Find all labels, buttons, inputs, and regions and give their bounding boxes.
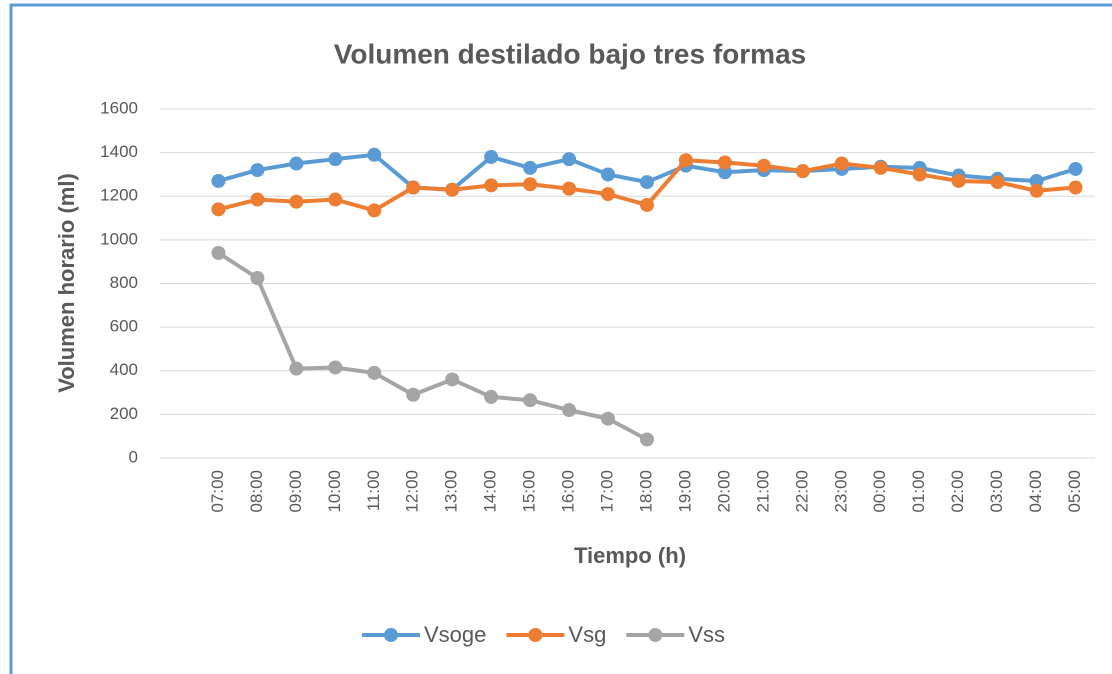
- y-tick-label: 200: [110, 404, 138, 423]
- data-point: [717, 165, 732, 180]
- data-point: [523, 393, 538, 408]
- data-point: [211, 202, 226, 217]
- data-point: [328, 192, 343, 207]
- data-point: [639, 432, 654, 447]
- data-point: [678, 153, 693, 168]
- data-point: [639, 175, 654, 190]
- x-tick-label: 17:00: [598, 470, 617, 513]
- data-point: [367, 147, 382, 162]
- data-point: [756, 158, 771, 173]
- data-point: [1029, 183, 1044, 198]
- data-point: [250, 271, 265, 286]
- data-point: [445, 182, 460, 197]
- x-tick-label: 11:00: [364, 470, 383, 511]
- data-point: [289, 194, 304, 209]
- x-tick-label: 03:00: [987, 470, 1006, 513]
- data-point: [250, 192, 265, 207]
- y-tick-label: 0: [129, 447, 138, 466]
- legend-marker: [648, 628, 663, 642]
- data-point: [562, 403, 577, 418]
- x-tick-label: 22:00: [792, 470, 811, 513]
- data-point: [367, 365, 382, 380]
- data-point: [601, 167, 616, 182]
- x-tick-label: 16:00: [559, 470, 578, 513]
- data-point: [795, 164, 810, 179]
- x-tick-label: 20:00: [714, 470, 733, 513]
- y-tick-label: 800: [110, 273, 138, 292]
- data-point: [211, 245, 226, 260]
- x-tick-label: 09:00: [286, 470, 305, 513]
- y-tick-label: 600: [110, 317, 138, 336]
- legend-label: Vss: [688, 622, 725, 647]
- y-tick-label: 1200: [100, 186, 138, 205]
- data-point: [484, 178, 499, 193]
- y-tick-label: 400: [110, 360, 138, 379]
- data-point: [289, 361, 304, 376]
- y-tick-label: 1600: [100, 98, 138, 117]
- x-tick-label: 10:00: [325, 470, 344, 513]
- data-point: [367, 203, 382, 218]
- x-tick-label: 00:00: [870, 470, 889, 513]
- data-point: [445, 372, 460, 387]
- data-point: [406, 180, 421, 195]
- data-point: [328, 152, 343, 167]
- x-tick-label: 18:00: [636, 470, 655, 513]
- legend-label: Vsg: [568, 622, 606, 647]
- y-axis-title: Volumen horario (ml): [54, 173, 79, 393]
- legend-marker: [384, 628, 398, 642]
- data-point: [328, 360, 343, 375]
- x-tick-label: 12:00: [403, 470, 422, 513]
- data-point: [523, 177, 538, 192]
- x-tick-label: 21:00: [753, 470, 772, 513]
- chart-title: Volumen destilado bajo tres formas: [334, 38, 806, 69]
- x-tick-label: 04:00: [1026, 470, 1045, 513]
- data-point: [601, 411, 616, 426]
- y-tick-label: 1000: [100, 229, 138, 248]
- y-tick-label: 1400: [100, 142, 138, 161]
- x-tick-label: 08:00: [247, 470, 266, 513]
- data-point: [523, 160, 538, 175]
- x-tick-label: 02:00: [948, 470, 967, 513]
- data-point: [562, 152, 577, 167]
- data-point: [951, 173, 966, 188]
- legend-label: Vsoge: [424, 622, 486, 647]
- data-point: [406, 387, 421, 402]
- data-point: [1068, 161, 1083, 176]
- data-point: [639, 197, 654, 212]
- data-point: [1068, 180, 1083, 195]
- data-point: [834, 156, 849, 171]
- data-point: [289, 156, 304, 171]
- x-tick-label: 23:00: [831, 470, 850, 513]
- data-point: [484, 149, 499, 164]
- data-point: [912, 167, 927, 182]
- x-tick-label: 15:00: [520, 470, 539, 513]
- frame: [9, 3, 1112, 674]
- x-tick-label: 05:00: [1065, 470, 1084, 513]
- x-tick-label: 14:00: [481, 470, 500, 513]
- data-point: [717, 155, 732, 170]
- x-tick-label: 13:00: [442, 470, 461, 513]
- data-point: [211, 173, 226, 188]
- x-tick-label: 07:00: [208, 470, 227, 513]
- data-point: [562, 181, 577, 196]
- x-tick-label: 01:00: [909, 470, 928, 513]
- data-point: [484, 389, 499, 404]
- data-point: [1029, 173, 1044, 188]
- data-point: [990, 175, 1005, 190]
- data-point: [250, 163, 265, 178]
- legend-marker: [528, 628, 543, 642]
- data-point: [601, 187, 616, 202]
- x-axis-title: Tiempo (h): [574, 543, 686, 568]
- data-point: [873, 160, 888, 175]
- x-tick-label: 19:00: [675, 470, 694, 513]
